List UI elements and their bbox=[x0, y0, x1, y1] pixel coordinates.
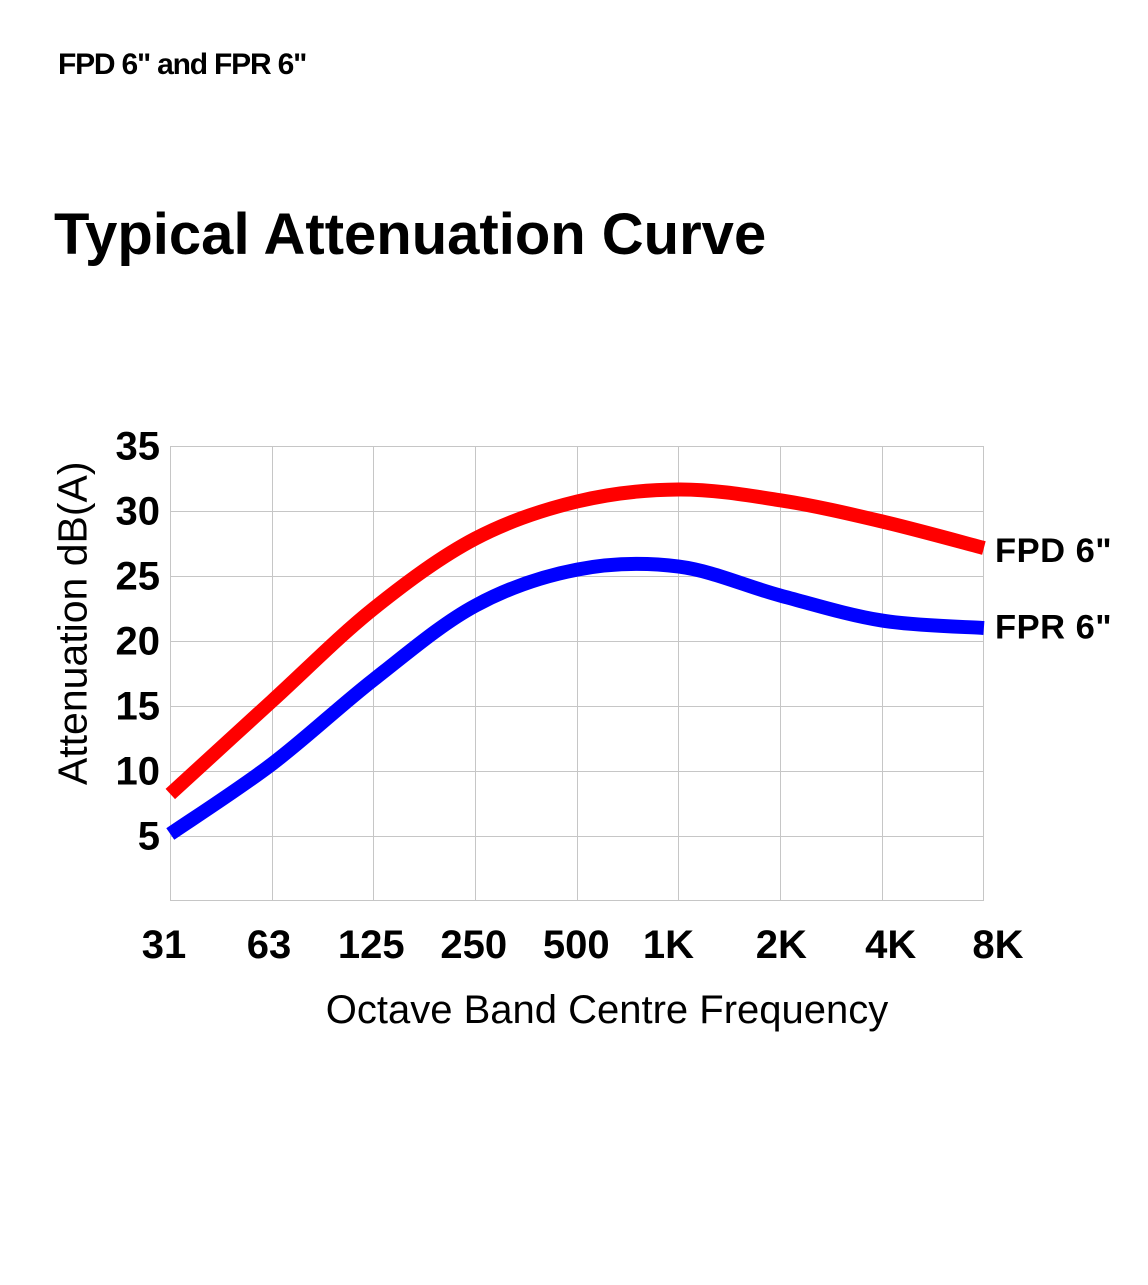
svg-text:500: 500 bbox=[543, 923, 610, 967]
svg-text:31: 31 bbox=[142, 923, 187, 967]
svg-text:FPD 6" and FPR 6": FPD 6" and FPR 6" bbox=[58, 48, 306, 81]
svg-text:30: 30 bbox=[116, 490, 161, 534]
svg-text:25: 25 bbox=[116, 555, 161, 599]
svg-text:8K: 8K bbox=[972, 923, 1023, 967]
svg-text:5: 5 bbox=[138, 815, 160, 859]
svg-text:Octave Band Centre Frequency: Octave Band Centre Frequency bbox=[326, 988, 889, 1032]
svg-text:2K: 2K bbox=[756, 923, 807, 967]
svg-text:10: 10 bbox=[116, 750, 161, 794]
svg-text:Typical Attenuation Curve: Typical Attenuation Curve bbox=[54, 202, 766, 267]
svg-text:125: 125 bbox=[338, 923, 405, 967]
svg-text:35: 35 bbox=[116, 425, 161, 469]
svg-text:20: 20 bbox=[116, 620, 161, 664]
svg-text:Attenuation dB(A): Attenuation dB(A) bbox=[50, 461, 96, 785]
svg-text:4K: 4K bbox=[865, 923, 916, 967]
svg-text:1K: 1K bbox=[643, 923, 694, 967]
svg-text:FPR 6": FPR 6" bbox=[995, 609, 1112, 647]
svg-text:FPD 6": FPD 6" bbox=[995, 532, 1112, 570]
svg-text:250: 250 bbox=[440, 923, 507, 967]
svg-text:63: 63 bbox=[247, 923, 292, 967]
svg-text:15: 15 bbox=[116, 685, 161, 729]
